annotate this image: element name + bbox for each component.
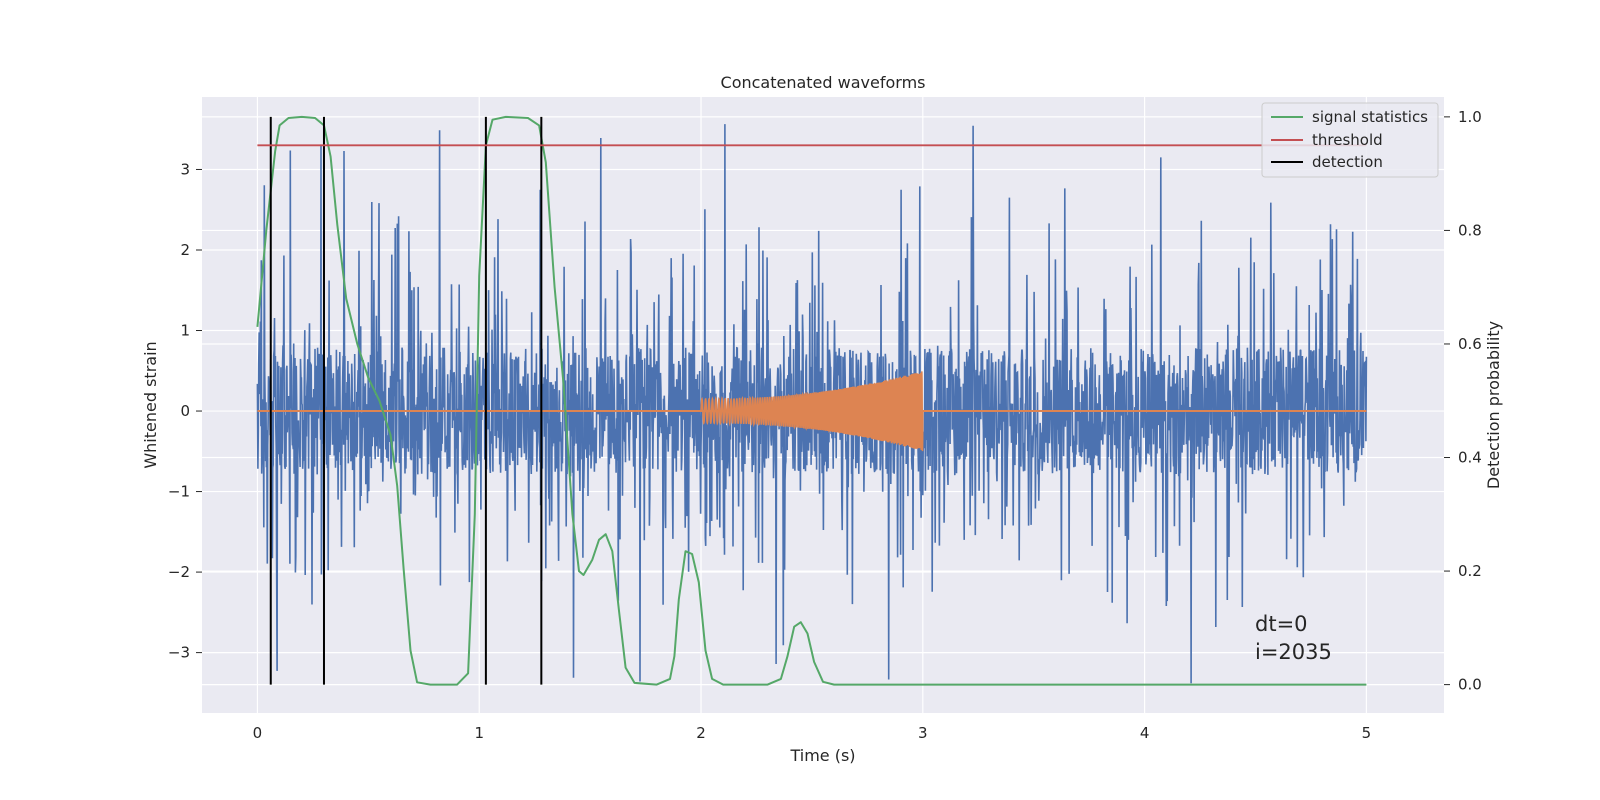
signal-statistics-series <box>256 115 1367 686</box>
detection-lines <box>269 116 543 685</box>
right-tick-label: 0.4 <box>1458 449 1482 467</box>
noise-trace <box>256 124 1368 684</box>
y-tick-label: −3 <box>168 644 190 662</box>
y-tick-label: 3 <box>180 160 190 178</box>
signal-statistics-line <box>256 115 1367 686</box>
waveform-trace <box>700 371 924 452</box>
noise-series <box>256 124 1368 684</box>
y-tick-label: −2 <box>168 563 190 581</box>
right-axis-label: Detection probability <box>1484 321 1503 489</box>
x-axis-ticks: 0 1 2 3 4 5 <box>253 724 1371 742</box>
right-tick-label: 0.6 <box>1458 335 1482 353</box>
right-tick-label: 0.8 <box>1458 221 1482 239</box>
y-tick-label: 2 <box>180 241 190 259</box>
legend-label-threshold: threshold <box>1312 131 1383 149</box>
legend-box <box>1261 102 1439 178</box>
right-tick-label: 0.0 <box>1458 676 1482 694</box>
legend-label-signal-statistics: signal statistics <box>1312 108 1428 126</box>
y-tick-label: 0 <box>180 402 190 420</box>
right-axis-ticks: 0.0 0.2 0.4 0.6 0.8 1.0 <box>1444 108 1482 694</box>
x-tick-label: 4 <box>1140 724 1150 742</box>
annotation: dt=0 i=2035 <box>1255 612 1332 664</box>
x-tick-label: 3 <box>918 724 928 742</box>
right-tick-label: 1.0 <box>1458 108 1482 126</box>
y-axis-ticks: −3 −2 −1 0 1 2 3 <box>168 160 202 662</box>
x-tick-label: 0 <box>253 724 263 742</box>
annotation-i: i=2035 <box>1255 640 1332 664</box>
x-tick-label: 5 <box>1362 724 1372 742</box>
y-axis-label: Whitened strain <box>141 341 160 468</box>
waveform-series <box>257 371 1367 452</box>
y-tick-label: 1 <box>180 322 190 340</box>
y-tick-label: −1 <box>168 483 190 501</box>
annotation-dt: dt=0 <box>1255 612 1308 636</box>
legend-label-detection: detection <box>1312 153 1383 171</box>
x-axis-label: Time (s) <box>789 746 855 765</box>
x-tick-label: 1 <box>474 724 484 742</box>
right-tick-label: 0.2 <box>1458 562 1482 580</box>
x-tick-label: 2 <box>696 724 706 742</box>
legend: signal statistics threshold detection <box>1261 102 1439 178</box>
chart-title: Concatenated waveforms <box>721 73 926 92</box>
